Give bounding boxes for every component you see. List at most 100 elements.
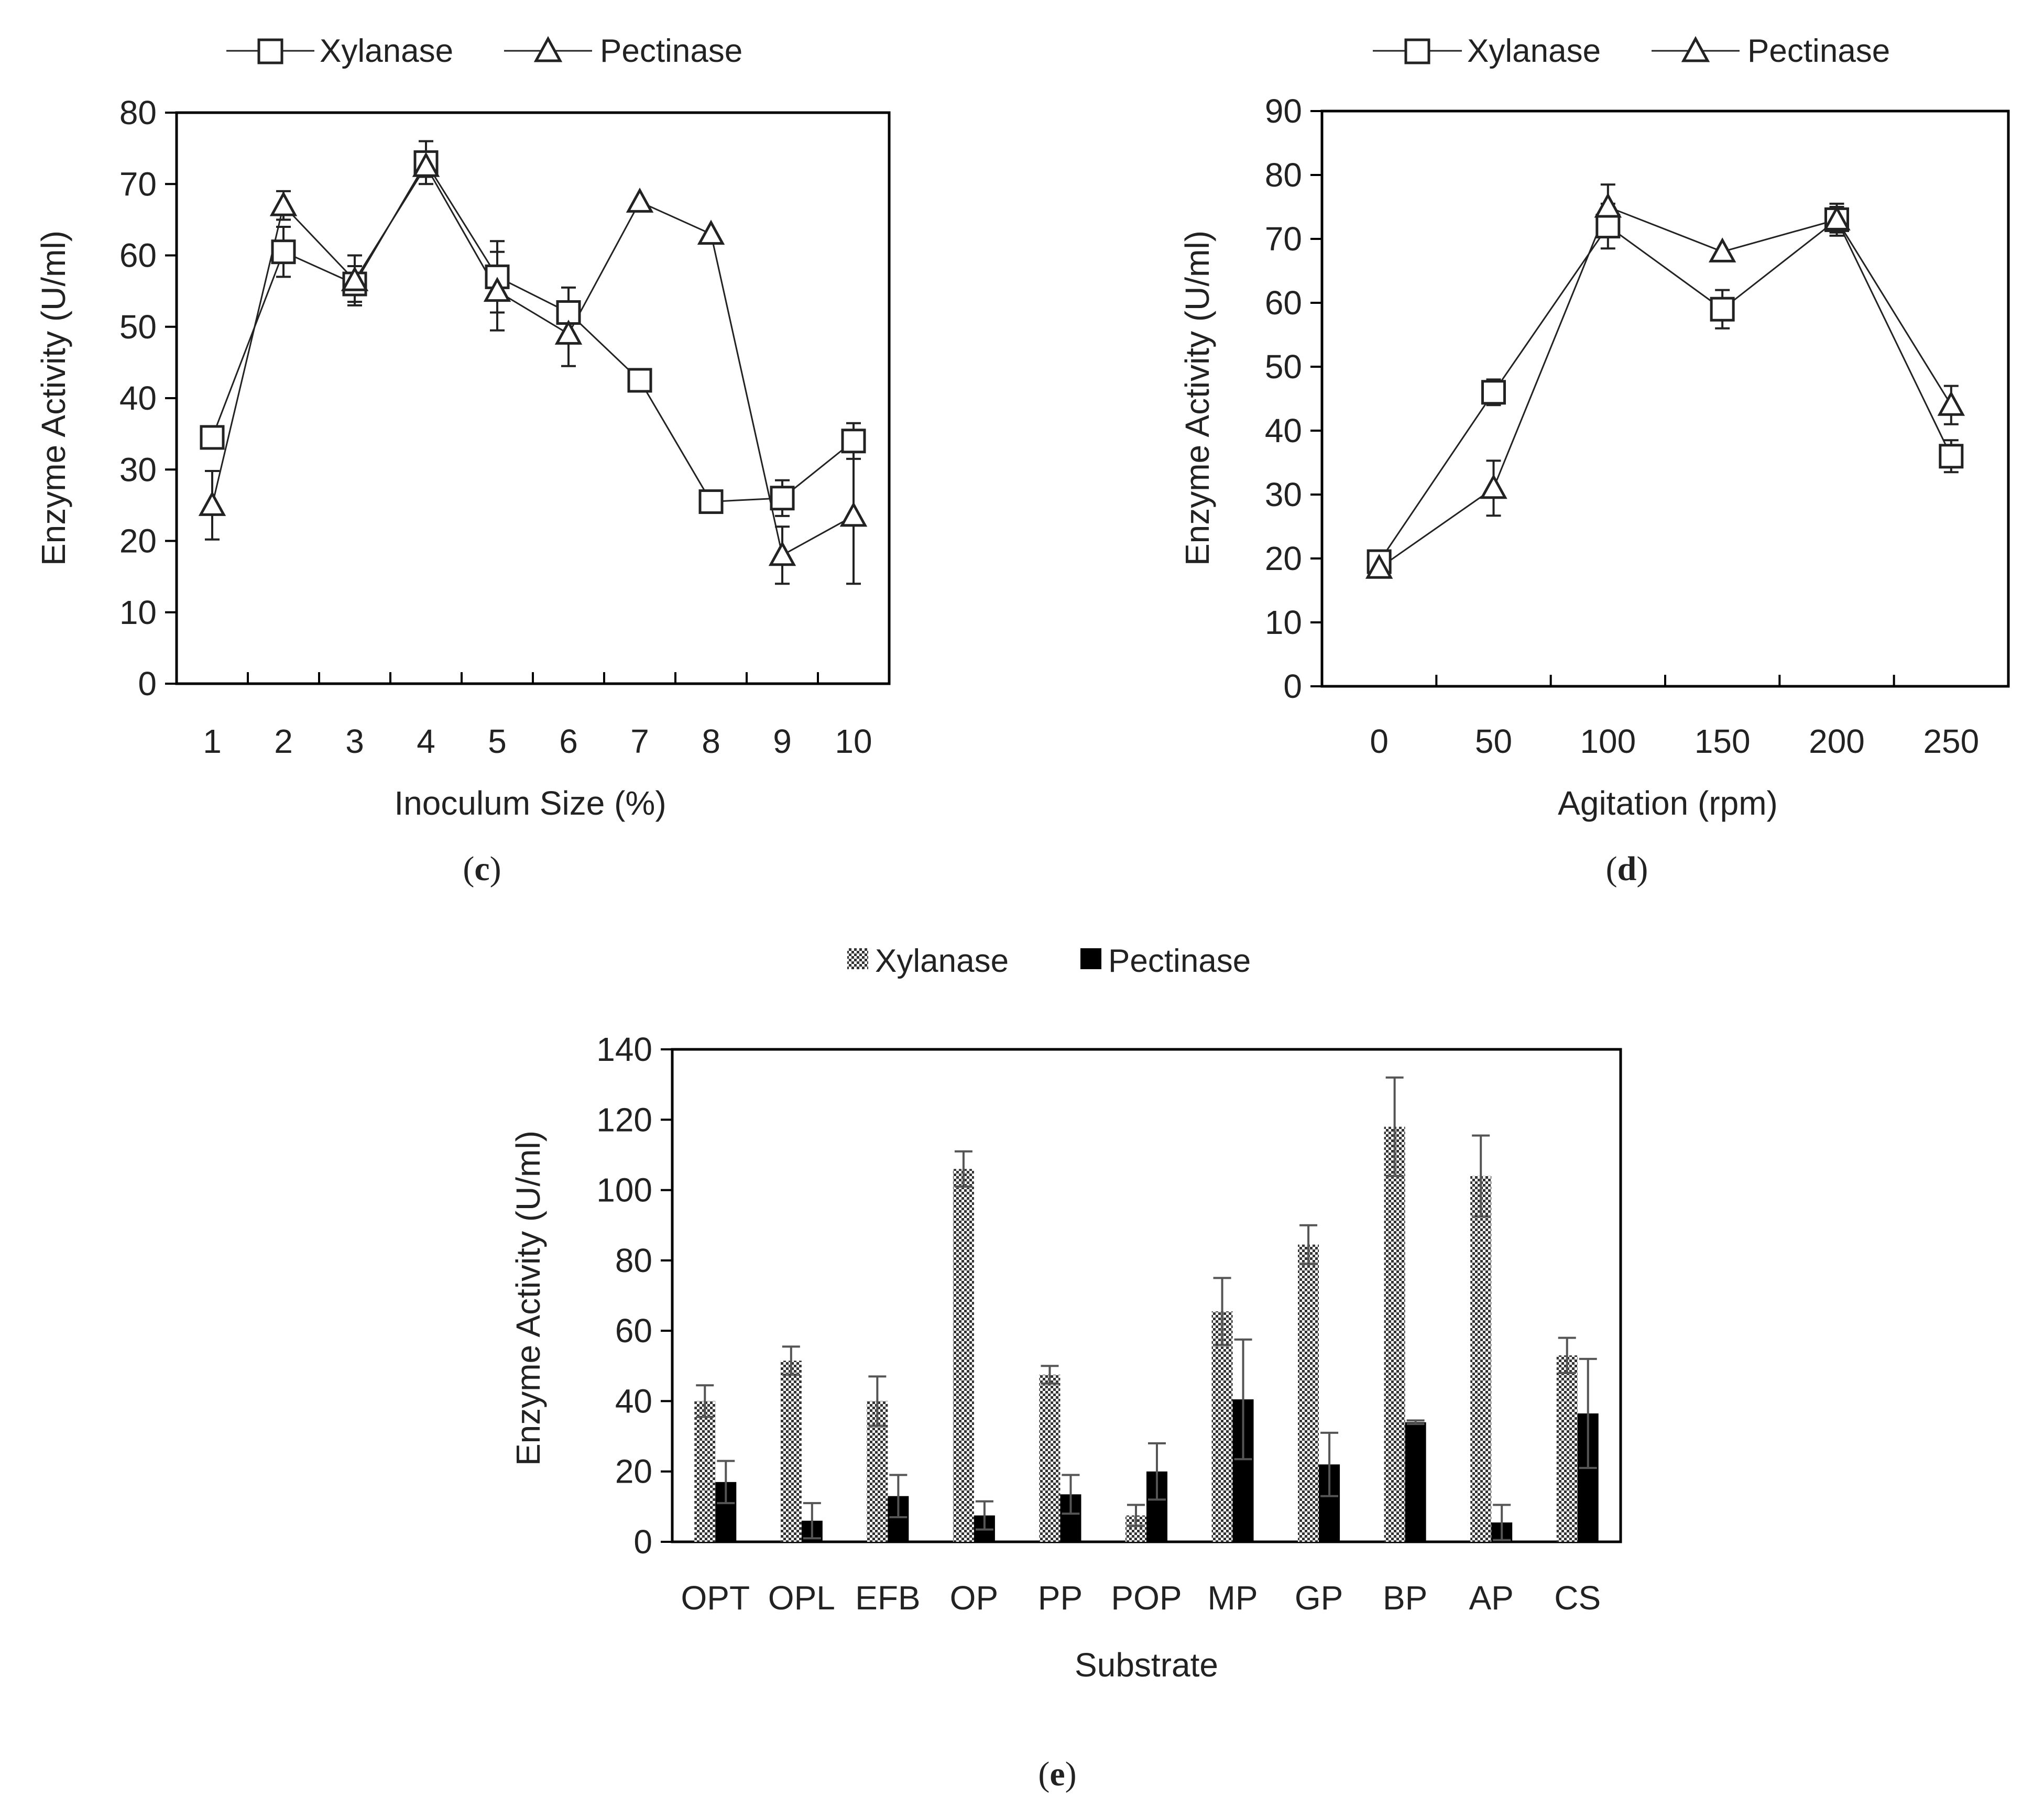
- xylanase-data-point: [271, 239, 296, 265]
- xylanase-bar: [1470, 1176, 1492, 1542]
- y-tick-label: 20: [615, 1453, 652, 1490]
- y-tick-label: 20: [1265, 540, 1302, 577]
- pectinase-data-point: [198, 491, 226, 516]
- y-tick-label: 10: [119, 594, 157, 631]
- inoculum-size-chart: Xylanase Pectinase 0 10 20 30 40 50 60 70 80 1 2 3…: [35, 33, 891, 888]
- x-tick-label: 250: [1923, 722, 1979, 760]
- y-axis: 0 10 20 30 40 50 60 70 80: [119, 94, 177, 703]
- legend-label-pectinase: Pectinase: [600, 33, 742, 69]
- agitation-chart: Xylanase Pectinase 0 10 20 30 40 50 60 70 80 90 0…: [1178, 33, 2010, 888]
- legend-label-pectinase: Pectinase: [1108, 943, 1251, 979]
- x-tick-label: POP: [1111, 1579, 1182, 1617]
- pectinase-data-point: [269, 191, 298, 216]
- pectinase-data-point: [1594, 192, 1622, 218]
- x-tick-label: OPL: [768, 1579, 835, 1617]
- xylanase-data-point: [1481, 380, 1506, 405]
- y-axis-title: Enzyme Activity (U/ml): [35, 231, 72, 566]
- series-layer: [694, 1076, 1599, 1542]
- pectinase-data-point: [554, 320, 583, 345]
- legend-marker-square: [1404, 38, 1430, 64]
- pectinase-data-point: [1823, 205, 1851, 231]
- xylanase-data-point: [770, 486, 795, 511]
- y-tick-label: 120: [596, 1101, 652, 1138]
- caption-open: (: [1606, 850, 1617, 888]
- legend-label-xylanase: Xylanase: [320, 33, 453, 69]
- pectinase-data-point: [1937, 391, 1965, 416]
- pectinase-bar: [1405, 1422, 1426, 1542]
- plot-area: [1320, 109, 2010, 688]
- series-layer: [198, 140, 868, 585]
- pectinase-data-point: [483, 277, 511, 302]
- pectinase-data-point: [839, 501, 868, 527]
- xylanase-series-line: [1378, 218, 1952, 562]
- pectinase-data-point: [341, 266, 369, 291]
- x-tick-label: 6: [559, 722, 578, 760]
- x-tick-label: GP: [1295, 1579, 1343, 1617]
- caption-letter: d: [1617, 850, 1637, 888]
- x-axis: OPT OPL EFB OP PP POP MP GP BP AP CS: [681, 1579, 1601, 1617]
- xylanase-data-point: [627, 368, 652, 393]
- x-tick-label: 100: [1580, 722, 1636, 760]
- pectinase-series-line: [211, 165, 854, 557]
- pectinase-data-point: [626, 188, 654, 213]
- x-tick-label: 1: [203, 722, 222, 760]
- y-tick-label: 40: [119, 379, 157, 417]
- pectinase-data-point: [1365, 554, 1393, 579]
- x-axis: 0 50 100 150 200 250: [1370, 675, 1979, 760]
- xylanase-bar: [1384, 1126, 1405, 1542]
- caption-close: ): [490, 850, 501, 888]
- pectinase-data-point: [1480, 474, 1507, 499]
- x-tick-label: MP: [1208, 1579, 1258, 1617]
- legend-marker-triangle: [1681, 36, 1710, 62]
- x-tick-label: 50: [1475, 722, 1512, 760]
- x-tick-label: 4: [417, 722, 435, 760]
- legend: Xylanase Pectinase: [226, 33, 742, 69]
- y-tick-label: 140: [596, 1030, 652, 1068]
- y-tick-label: 70: [1265, 220, 1302, 258]
- x-tick-label: 2: [274, 722, 293, 760]
- panel-caption: (e): [1038, 1755, 1076, 1793]
- y-tick-label: 40: [615, 1382, 652, 1420]
- x-axis-title: Agitation (rpm): [1558, 784, 1778, 822]
- caption-close: ): [1065, 1755, 1077, 1793]
- y-tick-label: 0: [138, 665, 157, 703]
- x-tick-label: 150: [1695, 722, 1751, 760]
- legend-marker-triangle: [533, 36, 563, 62]
- legend: Xylanase Pectinase: [1373, 33, 1890, 69]
- y-tick-label: 80: [1265, 156, 1302, 194]
- caption-open: (: [1038, 1755, 1050, 1793]
- y-tick-label: 30: [119, 451, 157, 488]
- x-tick-label: 3: [345, 722, 364, 760]
- y-tick-label: 70: [119, 165, 157, 203]
- panel-caption: (d): [1606, 850, 1648, 888]
- x-tick-label: 10: [835, 722, 872, 760]
- y-tick-label: 50: [1265, 348, 1302, 386]
- x-tick-label: BP: [1383, 1579, 1427, 1617]
- legend-label-pectinase: Pectinase: [1747, 33, 1890, 69]
- y-axis-title: Enzyme Activity (U/ml): [509, 1131, 547, 1466]
- xylanase-bar: [953, 1169, 974, 1542]
- x-tick-label: 9: [773, 722, 792, 760]
- y-tick-label: 60: [615, 1312, 652, 1350]
- pectinase-data-point: [768, 541, 796, 566]
- x-axis: 1 2 3 4 5 6 7 8 9 10: [203, 672, 872, 760]
- xylanase-bar: [694, 1401, 716, 1542]
- x-tick-label: PP: [1038, 1579, 1083, 1617]
- xylanase-bar: [1556, 1355, 1578, 1542]
- y-axis: 0 20 40 60 80 100 120 140: [596, 1030, 672, 1561]
- legend-marker-square: [257, 38, 283, 64]
- pectinase-data-point: [1708, 237, 1736, 262]
- xylanase-bar: [1039, 1375, 1061, 1542]
- y-tick-label: 20: [119, 522, 157, 560]
- xylanase-bar: [1211, 1311, 1233, 1542]
- y-tick-label: 50: [119, 308, 157, 346]
- x-tick-label: 200: [1809, 722, 1865, 760]
- x-axis-title: Inoculum Size (%): [394, 784, 666, 822]
- x-tick-label: 8: [702, 722, 720, 760]
- xylanase-data-point: [841, 429, 866, 454]
- caption-open: (: [463, 850, 474, 888]
- xylanase-bar: [780, 1361, 802, 1542]
- y-axis: 0 10 20 30 40 50 60 70 80 90: [1265, 92, 1322, 705]
- xylanase-data-point: [1710, 297, 1735, 322]
